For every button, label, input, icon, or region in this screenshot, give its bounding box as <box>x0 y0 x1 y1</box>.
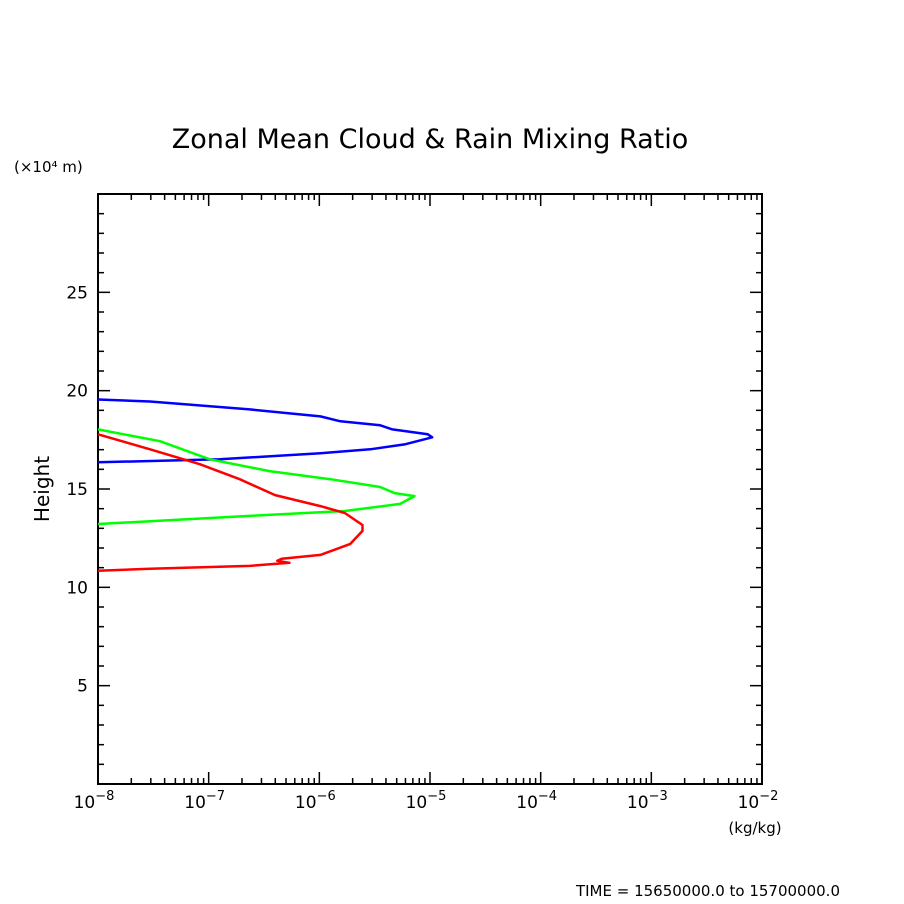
series-line-red <box>97 433 364 573</box>
y-tick-label: 20 <box>66 382 88 402</box>
x-tick-label: 10−5 <box>406 789 447 813</box>
x-axis-label: (kg/kg) <box>728 819 781 837</box>
series-line-blue <box>97 398 434 464</box>
x-tick-label: 10−4 <box>516 789 557 813</box>
x-tick-label: 10−7 <box>184 789 225 813</box>
y-axis-label: Height <box>30 456 54 522</box>
y-tick-label: 5 <box>77 677 88 697</box>
ticks: 10−8 10−7 10−6 10−5 10−4 10−3 10−2 5 10 15 20 25 <box>66 194 778 813</box>
y-tick-label: 10 <box>66 578 88 598</box>
y-tick-label: 15 <box>66 480 88 500</box>
y-tick-label: 25 <box>66 283 88 303</box>
x-tick-label: 10−6 <box>295 789 336 813</box>
series <box>97 398 434 573</box>
footer-time: TIME = 15650000.0 to 15700000.0 <box>575 882 840 900</box>
plot-frame <box>97 193 763 785</box>
y-unit-label: (×10⁴ m) <box>14 158 83 176</box>
chart-title: Zonal Mean Cloud & Rain Mixing Ratio <box>172 124 689 155</box>
series-line-green <box>97 428 416 526</box>
x-tick-label: 10−8 <box>74 789 115 813</box>
x-tick-label: 10−3 <box>627 789 668 813</box>
x-tick-label: 10−2 <box>738 789 779 813</box>
